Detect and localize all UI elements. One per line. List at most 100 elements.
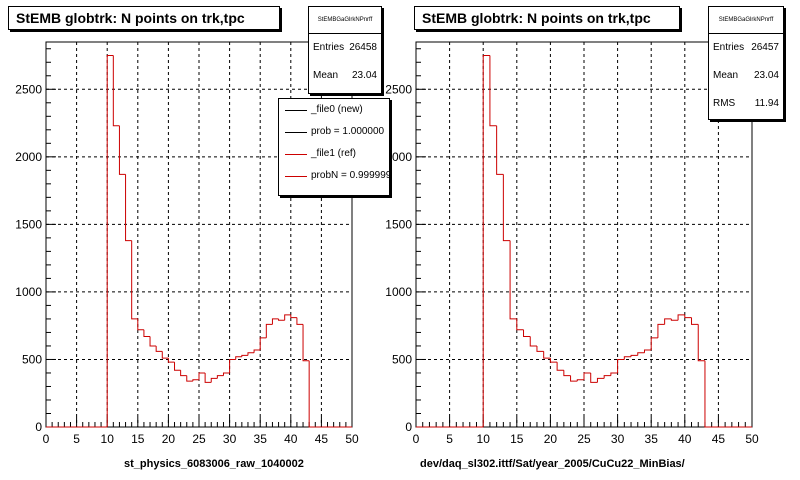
right-stats-entries-value: 26457 — [751, 42, 779, 53]
right-x-tick-label: 25 — [577, 432, 591, 446]
right-histogram-bin — [670, 318, 679, 321]
legend-label-new: _file0 (new) — [311, 104, 363, 115]
right-histogram-bin — [556, 362, 564, 371]
right-histogram-bin — [583, 372, 591, 380]
right-y-tick-label: 500 — [392, 352, 412, 366]
legend-entry-ref: _file1 (ref) — [279, 143, 389, 165]
legend-swatch-prob — [285, 132, 307, 133]
left-histogram-bin — [222, 372, 230, 376]
left-stats-entries-label: Entries — [313, 42, 345, 53]
right-stats-mean-label: Mean — [713, 70, 739, 81]
right-y-tick-label: 1500 — [385, 217, 412, 231]
right-stats-name: StEMBGaGlrkNPnrff — [709, 7, 783, 34]
right-histogram-bin — [570, 375, 578, 382]
left-histogram-bin — [186, 375, 193, 382]
right-stats-entries-row: Entries 26457 — [709, 34, 783, 62]
left-x-tick-label: 35 — [254, 432, 268, 446]
right-stats-rms-row: RMS 11.94 — [709, 90, 783, 118]
left-histogram-bin — [192, 379, 199, 382]
left-histogram-bin — [253, 349, 261, 353]
right-histogram-bin — [691, 317, 699, 325]
right-histogram-bin — [563, 370, 571, 377]
right-histogram-bin — [509, 240, 517, 320]
right-histogram-bin — [664, 318, 672, 325]
right-histogram-bin — [576, 379, 584, 382]
left-histogram-bin — [106, 55, 114, 427]
left-histogram-bin — [247, 352, 255, 356]
left-y-tick-label: 2500 — [15, 82, 42, 96]
right-y-tick-label: 1000 — [385, 285, 412, 299]
left-stats-entries-value: 26458 — [349, 42, 377, 53]
left-histogram-bin — [180, 370, 187, 377]
right-histogram-bin — [677, 314, 685, 321]
right-x-tick-label: 40 — [678, 432, 692, 446]
left-histogram-bin — [210, 377, 218, 383]
left-stats-box: StEMBGaGlrkNPnrff Entries 26458 Mean 23.… — [308, 6, 382, 94]
left-histogram-bin — [118, 125, 126, 175]
legend-swatch-new — [285, 110, 307, 111]
right-stats-rms-value: 11.94 — [754, 98, 779, 109]
right-stats-mean-row: Mean 23.04 — [709, 62, 783, 90]
left-histogram-bin — [143, 329, 151, 337]
left-histogram-bin — [167, 358, 175, 363]
left-histogram-title: StEMB globtrk: N points on trk,tpc — [8, 6, 280, 30]
right-histogram-bin — [549, 358, 558, 363]
left-histogram-bin — [308, 360, 316, 428]
left-histogram-bin — [137, 318, 144, 331]
right-x-tick-label: 0 — [413, 432, 420, 446]
left-histogram-bin — [204, 372, 212, 383]
left-stats-entries-row: Entries 26458 — [309, 34, 381, 62]
right-histogram-bin — [697, 324, 705, 362]
right-histogram-bin — [643, 349, 652, 353]
right-stats-rms-label: RMS — [713, 98, 736, 109]
left-histogram-bin — [290, 314, 297, 319]
left-x-tick-label: 15 — [131, 432, 145, 446]
legend-label-prob: prob = 1.000000 — [311, 126, 385, 137]
left-histogram-bin — [125, 174, 132, 242]
right-histogram-bin — [489, 55, 497, 127]
legend-entry-probn: probN = 0.999999 — [279, 165, 389, 187]
right-histogram-bin — [657, 323, 665, 338]
left-legend: _file0 (new) prob = 1.000000 _file1 (ref… — [278, 98, 390, 196]
left-histogram-bin — [198, 372, 206, 380]
left-histogram-bin — [174, 362, 181, 371]
right-histogram-bin — [623, 356, 632, 360]
left-x-tick-label: 40 — [284, 432, 298, 446]
left-histogram-bin — [149, 336, 157, 347]
right-histogram-bin — [482, 55, 490, 427]
right-histogram-bin — [536, 345, 544, 352]
left-stats-mean-label: Mean — [313, 70, 339, 81]
left-y-tick-label: 500 — [22, 352, 42, 366]
left-histogram-bin — [235, 356, 242, 360]
left-stats-mean-row: Mean 23.04 — [309, 62, 381, 90]
right-histogram-bin — [704, 360, 712, 428]
right-histogram-bin — [630, 354, 638, 357]
legend-entry-prob: prob = 1.000000 — [279, 121, 389, 143]
right-x-axis-title: dev/daq_sl302.ittf/Sat/year_2005/CuCu22_… — [420, 458, 685, 470]
left-histogram-bin — [229, 358, 236, 373]
left-histogram-bin — [241, 354, 248, 357]
legend-entry-new: _file0 (new) — [279, 99, 389, 121]
left-y-tick-label: 2000 — [15, 150, 42, 164]
right-y-tick-label: 2500 — [385, 82, 412, 96]
right-histogram-bin — [516, 318, 524, 331]
left-stats-mean-value: 23.04 — [351, 70, 377, 81]
left-histogram-bin — [131, 240, 138, 320]
left-x-axis-title: st_physics_6083006_raw_1040002 — [124, 458, 304, 470]
left-x-tick-label: 5 — [73, 432, 80, 446]
legend-label-ref: _file1 (ref) — [311, 148, 357, 159]
right-histogram-bin — [617, 358, 625, 373]
left-stats-name: StEMBGaGlrkNPnrff — [309, 7, 381, 34]
right-stats-box: StEMBGaGlrkNPnrff Entries 26457 Mean 23.… — [708, 6, 784, 120]
right-x-tick-label: 10 — [477, 432, 491, 446]
right-x-tick-label: 5 — [446, 432, 453, 446]
left-histogram-bin — [284, 314, 291, 321]
left-x-tick-label: 0 — [43, 432, 50, 446]
right-histogram-bin — [529, 336, 537, 347]
left-histogram-bin — [265, 323, 273, 338]
right-x-tick-label: 20 — [544, 432, 558, 446]
left-histogram-bin — [216, 375, 224, 379]
left-histogram-bin — [296, 317, 304, 325]
right-x-tick-label: 45 — [712, 432, 726, 446]
right-y-tick-label: 2000 — [385, 150, 412, 164]
